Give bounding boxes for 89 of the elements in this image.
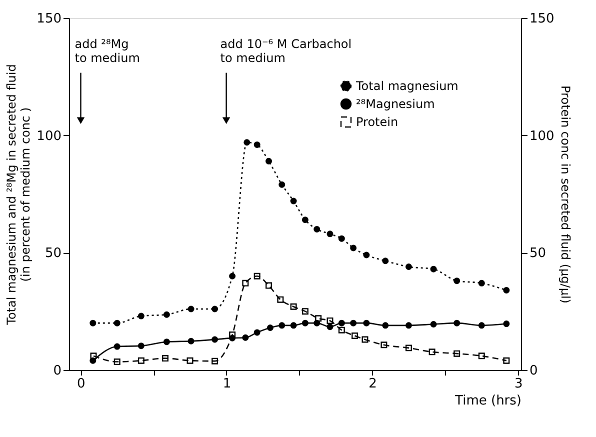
point <box>302 308 308 315</box>
x-tick-label: 2 <box>368 376 377 392</box>
point <box>212 336 218 343</box>
point <box>350 320 357 326</box>
point <box>503 320 510 328</box>
point <box>454 350 460 357</box>
x-tick-label: 3 <box>514 376 523 392</box>
point <box>405 264 412 270</box>
point <box>430 321 437 328</box>
legend-label: ²⁸Magnesium <box>356 97 435 111</box>
x-tick-label: 0 <box>77 376 86 392</box>
point <box>454 320 460 326</box>
point <box>114 358 120 366</box>
point <box>266 324 274 331</box>
point <box>138 357 144 364</box>
y-axis-title: Total magnesium and ²⁸Mg in secreted fluid (in percent of medium conc ) <box>4 64 33 326</box>
point <box>428 348 436 356</box>
point <box>242 334 249 341</box>
point <box>290 198 297 204</box>
legend-label: Protein <box>356 115 398 129</box>
point <box>212 306 218 312</box>
y-tick-label: 100 <box>36 128 62 144</box>
point <box>315 315 322 322</box>
point <box>229 332 236 338</box>
point <box>338 326 345 334</box>
point <box>229 272 236 280</box>
y2-axis-title: Protein conc in secreted fluid (µg/µl) <box>558 86 572 304</box>
point <box>338 235 345 242</box>
point <box>138 342 144 350</box>
point <box>163 338 170 346</box>
point <box>478 352 485 360</box>
point <box>382 258 389 264</box>
point <box>380 342 388 348</box>
point <box>314 226 320 232</box>
point <box>188 306 194 312</box>
point <box>503 357 510 364</box>
point <box>352 332 358 339</box>
point <box>363 320 370 326</box>
point <box>242 280 249 286</box>
legend-label: Total magnesium <box>355 79 458 93</box>
point <box>266 282 272 289</box>
point <box>188 338 194 344</box>
point <box>430 266 437 272</box>
point <box>90 320 96 326</box>
point <box>363 252 370 258</box>
point <box>338 320 345 326</box>
point <box>266 158 272 164</box>
point <box>290 303 297 310</box>
x-tick-label: 1 <box>222 376 232 392</box>
point <box>254 329 260 336</box>
point <box>362 336 368 343</box>
point <box>478 322 485 329</box>
y-tick-label: 0 <box>53 364 62 378</box>
y2-tick-label: 150 <box>530 12 554 26</box>
point <box>254 141 260 148</box>
y2-tick-label: 50 <box>530 246 546 262</box>
point <box>162 355 168 362</box>
point <box>186 357 194 364</box>
point <box>503 286 510 294</box>
point <box>290 322 297 329</box>
y-tick-label: 150 <box>36 12 62 26</box>
point <box>302 216 308 224</box>
annotation: add 10⁻⁶ M Carbachol to medium <box>220 36 352 65</box>
point <box>114 320 120 326</box>
point <box>382 322 389 329</box>
point <box>278 181 286 188</box>
x-axis-title: Time (hrs) <box>454 394 522 408</box>
point <box>244 139 250 146</box>
point <box>326 230 334 238</box>
y-tick-label: 50 <box>44 246 62 262</box>
point <box>302 320 308 326</box>
point <box>138 312 144 320</box>
y2-tick-label: 0 <box>530 364 538 378</box>
point <box>405 322 412 329</box>
point <box>405 344 412 352</box>
point <box>326 317 334 324</box>
annotation: add ²⁸Mg to medium <box>74 36 140 65</box>
y2-tick-label: 100 <box>530 128 554 144</box>
point <box>254 272 260 280</box>
point <box>277 296 284 303</box>
point <box>326 324 334 330</box>
point <box>114 343 120 350</box>
point <box>350 244 357 252</box>
point <box>454 278 460 284</box>
point <box>278 322 286 329</box>
point <box>478 280 485 286</box>
point <box>163 311 170 318</box>
point <box>212 358 218 364</box>
point <box>90 352 97 360</box>
